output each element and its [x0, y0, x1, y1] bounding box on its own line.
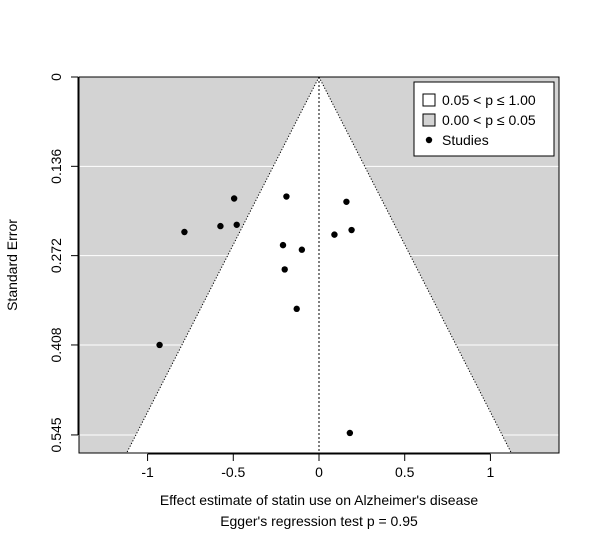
- study-point: [283, 193, 290, 200]
- study-point: [331, 231, 338, 238]
- y-tick-label: 0: [48, 73, 64, 81]
- x-tick-label: 0: [315, 464, 323, 480]
- study-point: [343, 198, 350, 205]
- y-tick-label: 0.136: [48, 149, 64, 184]
- plot-frame: [78, 76, 560, 454]
- y-axis-title: Standard Error: [4, 219, 20, 311]
- x-tick-label: -0.5: [221, 464, 245, 480]
- study-point: [156, 341, 163, 349]
- legend-point: [425, 136, 433, 144]
- study-point: [298, 246, 306, 253]
- legend-label: 0.05 < p ≤ 1.00: [442, 92, 536, 108]
- study-point: [348, 226, 355, 234]
- study-point: [293, 305, 300, 313]
- funnel-right-contour: [318, 76, 512, 454]
- study-point: [233, 221, 240, 228]
- study-points: [156, 193, 355, 437]
- x-tick-label: 0.5: [395, 464, 415, 480]
- y-tick-label: 0.545: [48, 417, 64, 452]
- x-axis-title: Effect estimate of statin use on Alzheim…: [160, 492, 479, 508]
- study-point: [217, 222, 224, 230]
- legend-swatch: [422, 93, 436, 107]
- y-axis: 0 0.136 0.272 0.408 0.545: [48, 73, 79, 452]
- legend-label: 0.00 < p ≤ 0.05: [442, 112, 536, 128]
- y-tick-label: 0.272: [48, 238, 64, 273]
- legend-box: [413, 81, 555, 157]
- study-point: [230, 195, 238, 202]
- funnel-left-contour: [126, 76, 320, 454]
- egger-test-note: Egger's regression test p = 0.95: [220, 513, 418, 529]
- x-tick-label: -1: [141, 464, 154, 480]
- legend-swatch: [422, 113, 436, 127]
- legend: 0.05 < p ≤ 1.00 0.00 < p ≤ 0.05 Studies: [413, 81, 555, 157]
- study-point: [281, 266, 288, 273]
- x-axis: -1 -0.5 0 0.5 1: [141, 453, 495, 480]
- x-tick-label: 1: [487, 464, 495, 480]
- legend-label: Studies: [442, 132, 489, 148]
- y-tick-label: 0.408: [48, 327, 64, 362]
- study-point: [346, 429, 354, 437]
- study-point: [279, 241, 287, 249]
- study-point: [181, 228, 188, 236]
